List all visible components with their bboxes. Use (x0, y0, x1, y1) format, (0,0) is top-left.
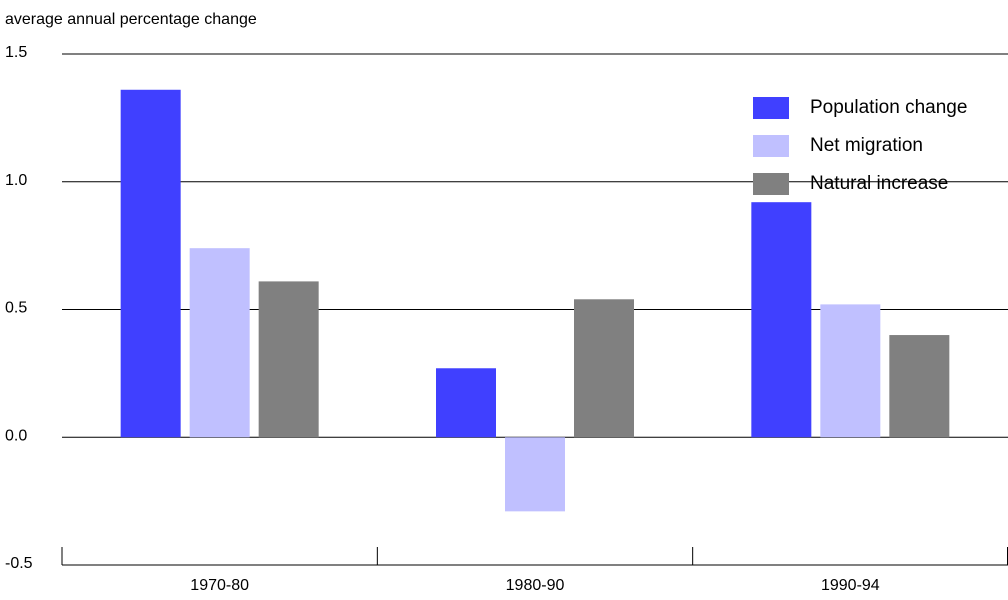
y-tick-label: 0.5 (5, 300, 27, 317)
legend-label: Natural increase (810, 173, 948, 194)
legend-label: Net migration (810, 135, 923, 156)
y-tick-label: -0.5 (5, 555, 33, 572)
bar (751, 202, 812, 438)
bar (189, 248, 250, 438)
legend-label: Population change (810, 97, 967, 118)
y-tick-label: 0.0 (5, 427, 27, 444)
y-tick-label: 1.0 (5, 172, 27, 189)
x-tick-label: 1990-94 (821, 577, 880, 594)
legend-swatch (753, 97, 789, 119)
bar (820, 304, 881, 438)
bar (258, 281, 319, 438)
bar (120, 89, 181, 438)
legend-swatch (753, 135, 789, 157)
bar (574, 299, 634, 438)
bar (889, 335, 950, 438)
y-axis-title: average annual percentage change (5, 11, 257, 28)
legend-swatch (753, 173, 789, 195)
bar (505, 437, 565, 512)
x-tick-label: 1970-80 (190, 577, 249, 594)
x-tick-label: 1980-90 (506, 577, 565, 594)
y-tick-label: 1.5 (5, 44, 27, 61)
bar (436, 368, 496, 438)
